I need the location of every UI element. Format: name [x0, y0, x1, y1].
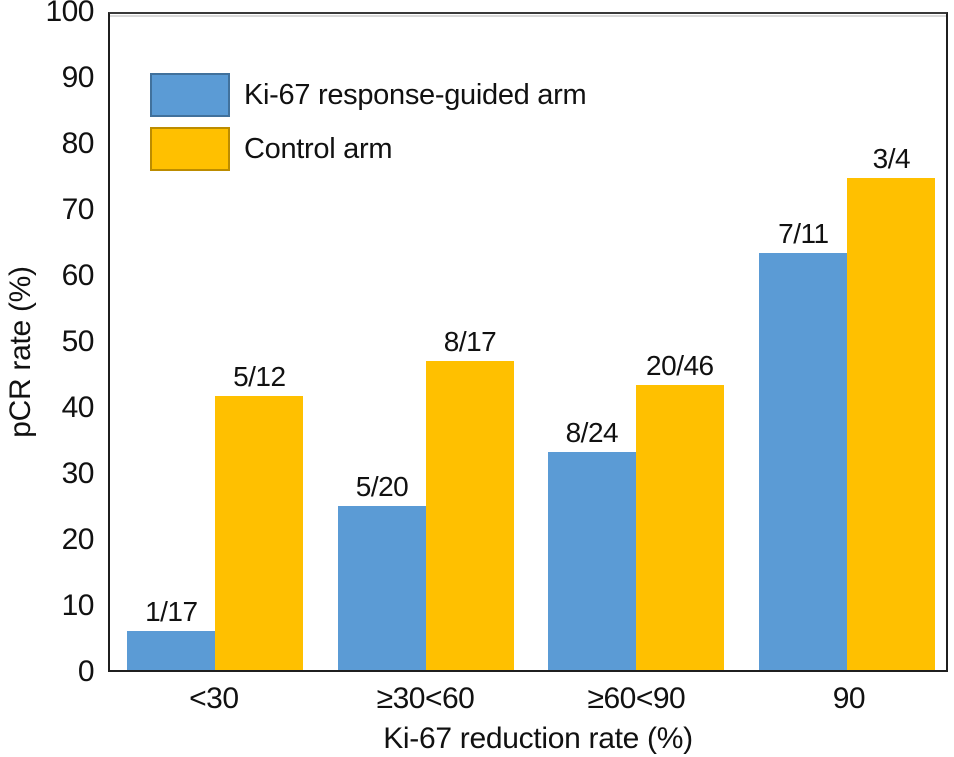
x-category-label: 90	[832, 682, 866, 715]
bar-control-arm: 8/17	[426, 328, 514, 670]
legend-label: Control arm	[244, 132, 393, 165]
legend-row: Control arm	[150, 127, 586, 171]
bar-control-arm: 20/46	[635, 351, 724, 670]
bar-value-label: 1/17	[145, 596, 198, 628]
bar-value-label: 20/46	[646, 349, 714, 381]
bar-guided-arm: 5/20	[338, 473, 426, 670]
bar-control-arm: 3/4	[847, 145, 936, 670]
bar-groups: 1/17 5/12 5/20 8/17 8/24 20/46 7/11 3/4	[110, 14, 946, 670]
plot-top-inner-line	[110, 15, 946, 17]
y-tick-label: 30	[61, 457, 95, 490]
y-tick-label: 20	[61, 523, 95, 556]
legend: Ki-67 response-guided arm Control arm	[150, 73, 587, 181]
legend-label: Ki-67 response-guided arm	[244, 78, 587, 111]
y-tick-label: 100	[45, 0, 94, 28]
bar-value-label: 5/12	[233, 361, 286, 393]
y-tick-label: 50	[61, 325, 95, 358]
legend-swatch	[150, 127, 230, 171]
y-tick-label: 80	[61, 127, 95, 160]
x-category-label: <30	[189, 682, 239, 715]
x-axis-category-labels: <30 ≥30<60 ≥60<90 90	[108, 682, 948, 718]
bar-guided-arm: 8/24	[547, 418, 636, 670]
bar-value-label: 8/17	[443, 326, 497, 358]
legend-row: Ki-67 response-guided arm	[150, 73, 587, 117]
y-tick-label: 90	[61, 61, 95, 94]
bar-control-arm: 5/12	[215, 363, 304, 670]
bar-group: 8/24 20/46	[547, 14, 724, 670]
bar-guided-arm: 1/17	[127, 598, 216, 670]
bar-value-label: 7/11	[778, 217, 829, 249]
bar-value-label: 8/24	[565, 416, 619, 448]
y-tick-label: 70	[61, 193, 95, 226]
x-category-label: ≥60<90	[587, 682, 686, 715]
bar-group: 7/11 3/4	[759, 14, 936, 670]
bar-value-label: 5/20	[355, 471, 409, 502]
legend-swatch	[150, 73, 230, 117]
y-tick-label: 10	[61, 589, 95, 622]
y-tick-label: 40	[61, 391, 95, 424]
bar-group: 1/17 5/12	[127, 14, 304, 670]
plot-area: 1/17 5/12 5/20 8/17 8/24 20/46 7/11 3/4 Ki-67 r…	[108, 12, 948, 672]
bar-value-label: 3/4	[872, 143, 911, 174]
y-tick-label: 0	[77, 655, 95, 688]
x-axis-title: Ki-67 reduction rate (%)	[383, 722, 693, 755]
y-tick-label: 60	[61, 259, 95, 292]
x-category-label: ≥30<60	[376, 682, 475, 715]
y-axis-tick-labels: 0 10 20 30 40 50 60 70 80 90 100	[0, 0, 95, 687]
bar-group: 5/20 8/17	[338, 14, 514, 670]
bar-guided-arm: 7/11	[759, 219, 848, 670]
